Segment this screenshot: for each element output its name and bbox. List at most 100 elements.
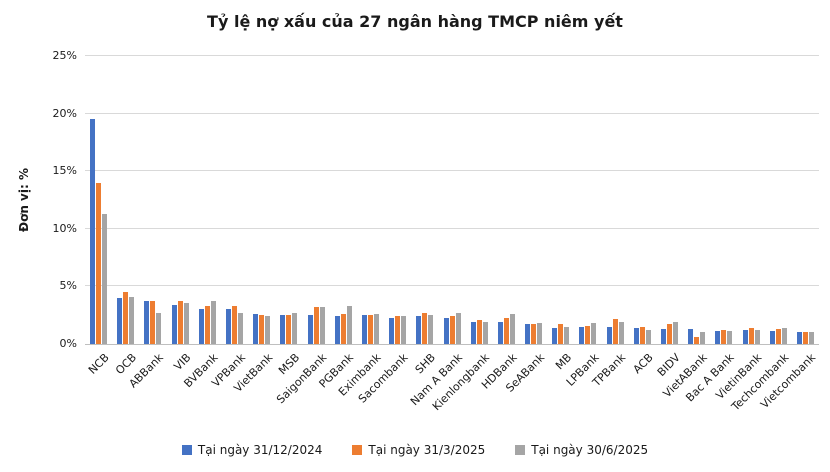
- legend-marker-orange: [352, 445, 363, 455]
- bar: [129, 296, 135, 344]
- legend-item-dec-2024: Tại ngày 31/12/2024: [181, 443, 323, 457]
- bar: [313, 307, 319, 344]
- bar: [292, 312, 298, 344]
- bar: [171, 304, 177, 344]
- legend-marker-blue: [181, 445, 192, 455]
- y-tick-label: 5%: [59, 279, 77, 293]
- bar: [633, 327, 639, 344]
- bar: [367, 315, 373, 344]
- bar: [612, 318, 618, 344]
- gridline: [85, 112, 819, 114]
- bar: [482, 322, 488, 344]
- bar-group-OCB: [112, 56, 139, 344]
- gridline: [85, 55, 819, 56]
- bar: [754, 330, 760, 344]
- bar: [334, 316, 340, 344]
- bar: [428, 315, 434, 344]
- bar-group-HDBank: [493, 56, 520, 344]
- bar: [259, 315, 265, 344]
- bar: [579, 326, 585, 344]
- bar: [177, 301, 183, 344]
- legend-label: Tại ngày 31/12/2024: [197, 443, 323, 457]
- bar-group-VPBank: [221, 56, 248, 344]
- bar-group-MSB: [275, 56, 302, 344]
- bar: [307, 315, 313, 344]
- bar-group-Vietcombank: [792, 56, 819, 344]
- bar: [727, 331, 733, 344]
- bar: [96, 182, 102, 344]
- bar: [688, 329, 694, 344]
- chart-title: Tỷ lệ nợ xấu của 27 ngân hàng TMCP niêm …: [207, 12, 623, 31]
- bar-group-VietinBank: [738, 56, 765, 344]
- bar-group-SHB: [411, 56, 438, 344]
- legend-item-jun-2025: Tại ngày 30/6/2025: [515, 443, 648, 457]
- legend: Tại ngày 31/12/2024 Tại ngày 31/3/2025 T…: [0, 443, 830, 457]
- bar-group-VietBank: [248, 56, 275, 344]
- bar: [606, 326, 612, 344]
- bar: [775, 329, 781, 344]
- bar-group-SaigonBank: [303, 56, 330, 344]
- bar: [769, 331, 775, 344]
- bar: [395, 316, 401, 344]
- bar: [373, 314, 379, 344]
- bar: [525, 324, 531, 344]
- y-tick-label: 10%: [52, 221, 77, 235]
- x-axis-label: ACB: [630, 351, 656, 377]
- y-tick-label: 20%: [52, 106, 77, 120]
- bar: [117, 297, 123, 344]
- bar: [497, 322, 503, 344]
- bar-group-Nam A Bank: [438, 56, 465, 344]
- legend-marker-gray: [515, 445, 526, 455]
- bar-group-TPBank: [602, 56, 629, 344]
- bar: [90, 119, 96, 344]
- bar-group-ACB: [629, 56, 656, 344]
- bar: [253, 314, 259, 344]
- bar: [232, 305, 238, 344]
- bar-group-VietABank: [683, 56, 710, 344]
- bar-group-Kienlongbank: [466, 56, 493, 344]
- bar: [476, 319, 482, 344]
- bar: [455, 312, 461, 344]
- bar: [503, 317, 509, 344]
- bar: [286, 315, 292, 344]
- bar-group-ABBank: [139, 56, 166, 344]
- bar: [721, 330, 727, 344]
- bar: [238, 312, 244, 344]
- bar: [558, 324, 564, 344]
- bar: [443, 317, 449, 344]
- bar: [346, 305, 352, 344]
- y-tick-label: 15%: [52, 164, 77, 178]
- bar: [204, 305, 210, 344]
- bar: [802, 332, 808, 344]
- bar: [226, 309, 232, 344]
- y-axis-title: Đơn vị: %: [17, 168, 31, 232]
- legend-label: Tại ngày 30/6/2025: [531, 443, 649, 457]
- bar: [470, 322, 476, 344]
- bar: [198, 309, 204, 344]
- bar: [537, 323, 543, 344]
- legend-label: Tại ngày 31/3/2025: [368, 443, 486, 457]
- bar: [742, 330, 748, 344]
- bar: [552, 327, 558, 344]
- bar: [401, 316, 407, 344]
- bar: [694, 337, 700, 344]
- bar-group-BIDV: [656, 56, 683, 344]
- bar-group-VIB: [167, 56, 194, 344]
- bar: [449, 316, 455, 344]
- bar: [144, 301, 150, 344]
- bar: [150, 301, 156, 344]
- bar: [183, 302, 189, 344]
- bar-group-MB: [547, 56, 574, 344]
- gridline: [85, 170, 819, 172]
- bar-group-Sacombank: [384, 56, 411, 344]
- bar: [639, 326, 645, 344]
- bar: [591, 323, 597, 344]
- bar-group-Eximbank: [357, 56, 384, 344]
- bar-group-BVBank: [194, 56, 221, 344]
- gridline: [85, 285, 819, 287]
- gridline: [85, 227, 819, 229]
- bar: [280, 315, 286, 344]
- x-axis-label: MB: [552, 351, 574, 373]
- bar: [796, 332, 802, 344]
